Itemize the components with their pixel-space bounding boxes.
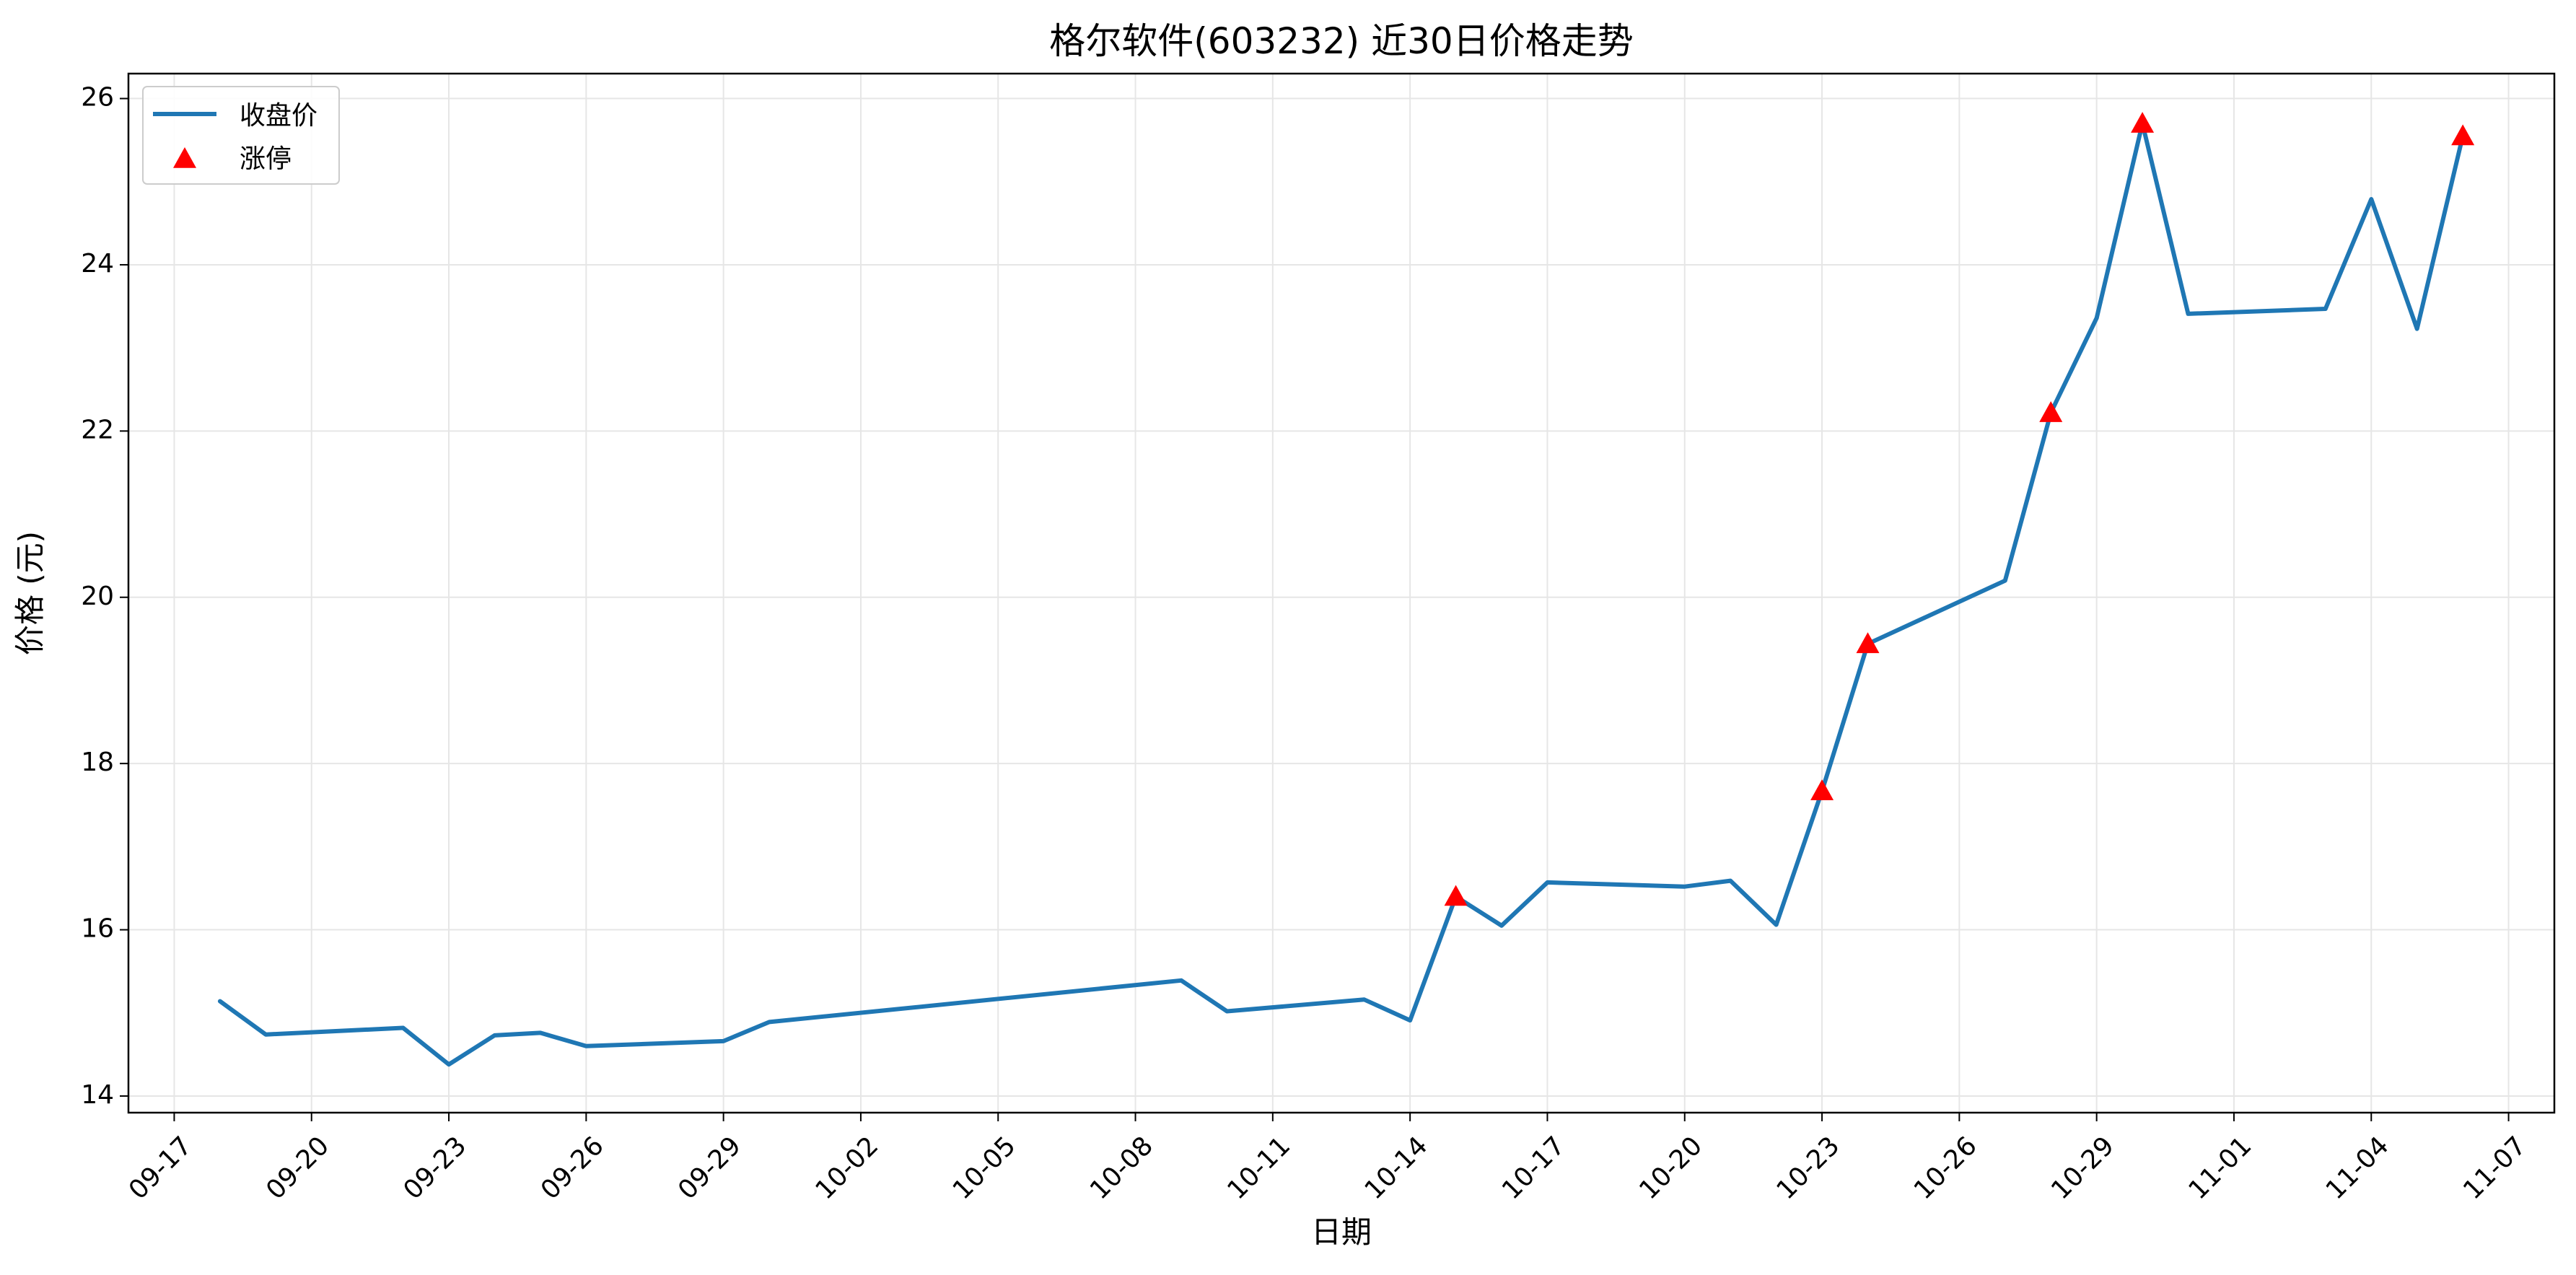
y-tick-label: 26 (81, 83, 114, 113)
y-tick-label: 18 (81, 748, 114, 777)
limit-up-marker (1856, 632, 1880, 654)
y-tick-label: 20 (81, 582, 114, 611)
y-tick-label: 22 (81, 415, 114, 444)
y-axis-label: 价格 (元) (12, 531, 48, 655)
plot-frame (127, 72, 2556, 1114)
limit-up-marker (2131, 112, 2155, 133)
limit-up-marker (1810, 779, 1834, 800)
y-tick-label: 24 (81, 249, 114, 279)
y-tick-label: 14 (81, 1080, 114, 1110)
close-price-line (217, 121, 2466, 1067)
grid (128, 74, 2554, 1113)
legend-triangle-icon (173, 147, 196, 168)
legend-box (142, 86, 340, 185)
limit-up-marker (2039, 401, 2063, 422)
legend-label-close: 收盘价 (240, 101, 317, 131)
series-area (217, 112, 2475, 1067)
limit-up-marker (1444, 885, 1468, 906)
legend-label-limit-up: 涨停 (240, 144, 292, 174)
y-tick-label: 16 (81, 914, 114, 944)
chart-title: 格尔软件(603232) 近30日价格走势 (1049, 20, 1633, 62)
legend: 收盘价 涨停 (142, 86, 340, 185)
limit-up-marker (2451, 124, 2475, 146)
x-axis-label: 日期 (1311, 1214, 1372, 1250)
